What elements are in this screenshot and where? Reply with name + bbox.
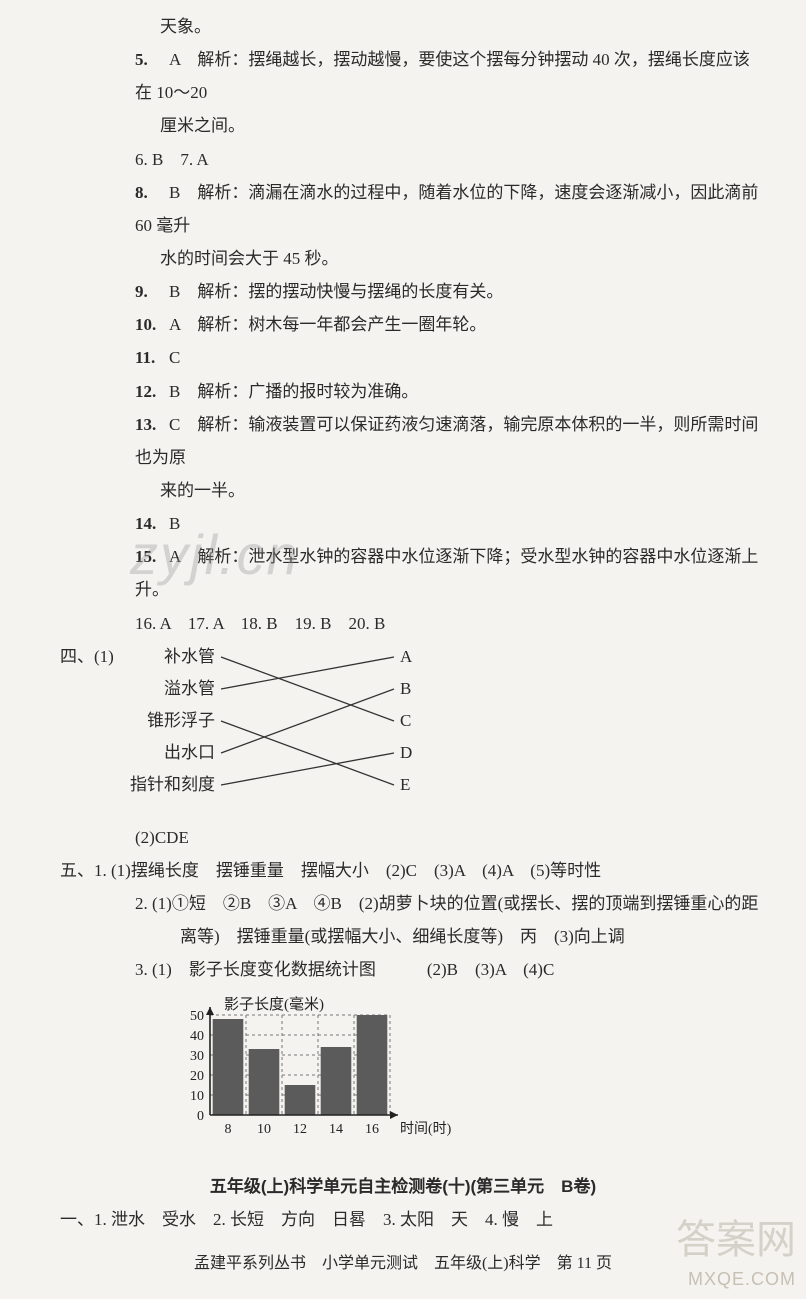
answer-16-20: 16. A 17. A 18. B 19. B 20. B (40, 607, 766, 640)
svg-text:B: B (400, 679, 411, 698)
svg-text:8: 8 (225, 1122, 232, 1137)
answer-5-cont: 厘米之间。 (40, 109, 766, 142)
answer-4-2: (2)CDE (40, 821, 766, 854)
svg-text:四、(1): 四、(1) (60, 647, 114, 666)
q-number: 11. (135, 341, 169, 374)
q-number: 15. (135, 540, 169, 573)
next-paper-answer-1: 一、1. 泄水 受水 2. 长短 方向 日晷 3. 太阳 天 4. 慢 上 (40, 1203, 766, 1236)
answer-13: 13.C 解析：输液装置可以保证药液匀速滴落，输完原本体积的一半，则所需时间也为… (40, 408, 766, 474)
answer-5: 5.A 解析：摆绳越长，摆动越慢，要使这个摆每分钟摆动 40 次，摆绳长度应该在… (40, 43, 766, 109)
q-number: 12. (135, 375, 169, 408)
shadow-length-chart: 0 10 20 30 40 50 8 10 12 14 16 影子长度(毫米) 时间(时) (160, 991, 766, 1152)
svg-text:补水管: 补水管 (164, 647, 215, 666)
svg-text:A: A (400, 647, 413, 666)
bar-chart-svg: 0 10 20 30 40 50 8 10 12 14 16 影子长度(毫米) 时间(时) (160, 991, 460, 1141)
svg-text:50: 50 (190, 1009, 204, 1024)
q-number: 13. (135, 408, 169, 441)
svg-text:指针和刻度: 指针和刻度 (130, 775, 215, 794)
section-5-2: 2. (1)①短 ②B ③A ④B (2)胡萝卜块的位置(或摆长、摆的顶端到摆锤… (40, 887, 766, 920)
svg-text:30: 30 (190, 1049, 204, 1064)
svg-text:C: C (400, 711, 411, 730)
svg-text:12: 12 (293, 1122, 307, 1137)
answer-13-cont: 来的一半。 (40, 474, 766, 507)
svg-text:影子长度(毫米): 影子长度(毫米) (224, 995, 324, 1013)
svg-text:16: 16 (365, 1122, 379, 1137)
answer-12: 12.B 解析：广播的报时较为准确。 (40, 375, 766, 408)
answer-15: 15.A 解析：泄水型水钟的容器中水位逐渐下降；受水型水钟的容器中水位逐渐上升。 (40, 540, 766, 606)
q-number: 5. (135, 43, 169, 76)
page-footer: 孟建平系列丛书 小学单元测试 五年级(上)科学 第 11 页 (40, 1248, 766, 1279)
svg-text:10: 10 (190, 1089, 204, 1104)
q-number: 9. (135, 275, 169, 308)
answer-8-cont: 水的时间会大于 45 秒。 (40, 242, 766, 275)
section-5-2-cont: 离等) 摆锤重量(或摆幅大小、细绳长度等) 丙 (3)向上调 (40, 920, 766, 953)
section-4-matching: 四、(1) 补水管溢水管锥形浮子出水口指针和刻度 ABCDE (40, 640, 766, 821)
svg-text:14: 14 (329, 1122, 343, 1137)
section-5-1: 五、1. (1)摆绳长度 摆锤重量 摆幅大小 (2)C (3)A (4)A (5… (40, 854, 766, 887)
svg-text:40: 40 (190, 1029, 204, 1044)
answer-10: 10.A 解析：树木每一年都会产生一圈年轮。 (40, 308, 766, 341)
section-5-3: 3. (1) 影子长度变化数据统计图 (2)B (3)A (4)C (40, 953, 766, 986)
svg-text:10: 10 (257, 1122, 271, 1137)
svg-text:0: 0 (197, 1109, 204, 1124)
q-number: 8. (135, 176, 169, 209)
svg-text:D: D (400, 743, 412, 762)
answer-11: 11.C (40, 341, 766, 374)
svg-text:锥形浮子: 锥形浮子 (147, 711, 215, 730)
svg-text:溢水管: 溢水管 (164, 679, 215, 698)
answer-8: 8.B 解析：滴漏在滴水的过程中，随着水位的下降，速度会逐渐减小，因此滴前 60… (40, 176, 766, 242)
svg-text:时间(时): 时间(时) (400, 1121, 452, 1137)
answer-14: 14.B (40, 507, 766, 540)
answer-6-7: 6. B 7. A (40, 143, 766, 176)
answer-continuation: 天象。 (40, 10, 766, 43)
matching-diagram: 四、(1) 补水管溢水管锥形浮子出水口指针和刻度 ABCDE (60, 640, 460, 810)
q-number: 14. (135, 507, 169, 540)
svg-text:20: 20 (190, 1069, 204, 1084)
next-paper-title: 五年级(上)科学单元自主检测卷(十)(第三单元 B卷) (40, 1170, 766, 1203)
answer-9: 9.B 解析：摆的摆动快慢与摆绳的长度有关。 (40, 275, 766, 308)
svg-text:出水口: 出水口 (164, 743, 215, 762)
q-number: 10. (135, 308, 169, 341)
svg-text:E: E (400, 775, 410, 794)
